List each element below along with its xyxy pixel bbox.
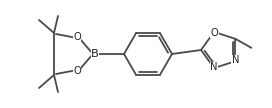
Text: N: N (210, 62, 218, 72)
Text: B: B (91, 49, 99, 59)
Text: O: O (210, 28, 218, 38)
Text: O: O (73, 32, 81, 41)
Text: N: N (232, 55, 239, 65)
Text: O: O (73, 67, 81, 76)
